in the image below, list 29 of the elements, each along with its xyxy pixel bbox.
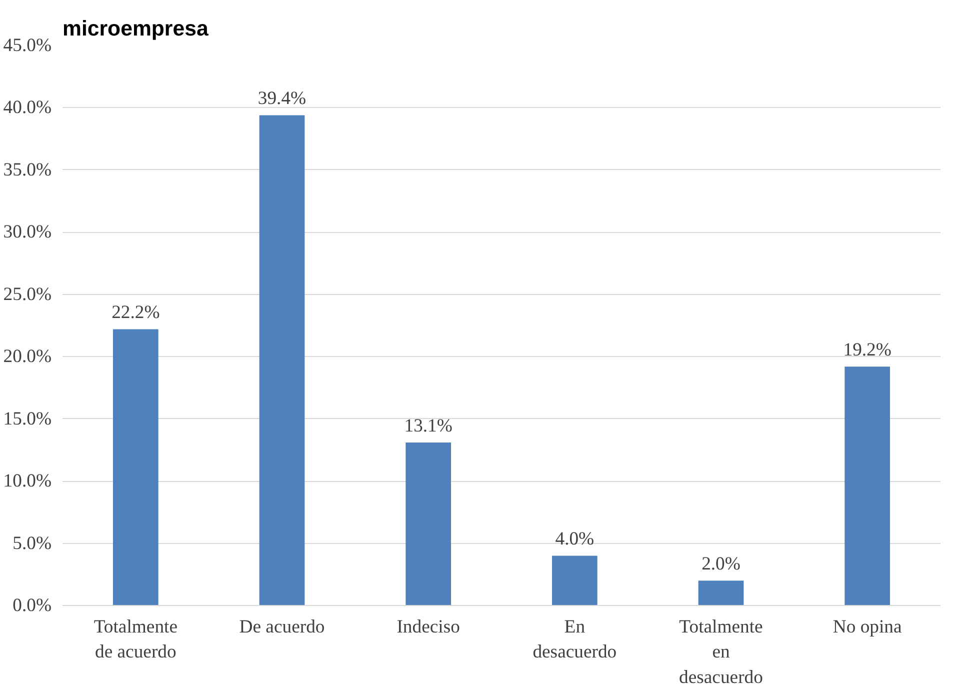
bar	[844, 366, 890, 606]
y-tick-label: 25.0%	[3, 284, 52, 305]
y-tick-label: 30.0%	[3, 222, 52, 243]
x-tick-label: Indeciso	[396, 616, 460, 638]
data-label: 22.2%	[112, 302, 160, 324]
chart-title: microempresa	[62, 16, 208, 40]
y-tick-label: 20.0%	[3, 346, 52, 368]
y-tick-label: 40.0%	[3, 97, 52, 118]
bar	[698, 580, 744, 606]
y-tick-label: 45.0%	[3, 35, 52, 56]
y-tick-label: 5.0%	[12, 532, 52, 554]
x-tick-label: Totalmente en desacuerdo	[679, 616, 763, 688]
data-label: 4.0%	[555, 528, 594, 550]
x-tick-label: En desacuerdo	[532, 616, 617, 663]
y-tick-label: 0.0%	[12, 595, 52, 616]
y-tick-label: 35.0%	[3, 159, 52, 180]
data-label: 19.2%	[843, 340, 892, 361]
bar	[112, 329, 158, 606]
bar	[406, 442, 452, 606]
x-tick-label: De acuerdo	[239, 616, 325, 638]
bar	[259, 115, 305, 606]
x-tick-label: Totalmente de acuerdo	[94, 616, 178, 663]
y-tick-label: 10.0%	[3, 470, 52, 492]
data-label: 13.1%	[404, 415, 452, 436]
bar	[552, 556, 598, 606]
data-label: 2.0%	[702, 554, 740, 575]
data-label: 39.4%	[258, 88, 306, 110]
x-tick-label: No opina	[832, 616, 903, 638]
y-tick-label: 15.0%	[3, 408, 52, 430]
